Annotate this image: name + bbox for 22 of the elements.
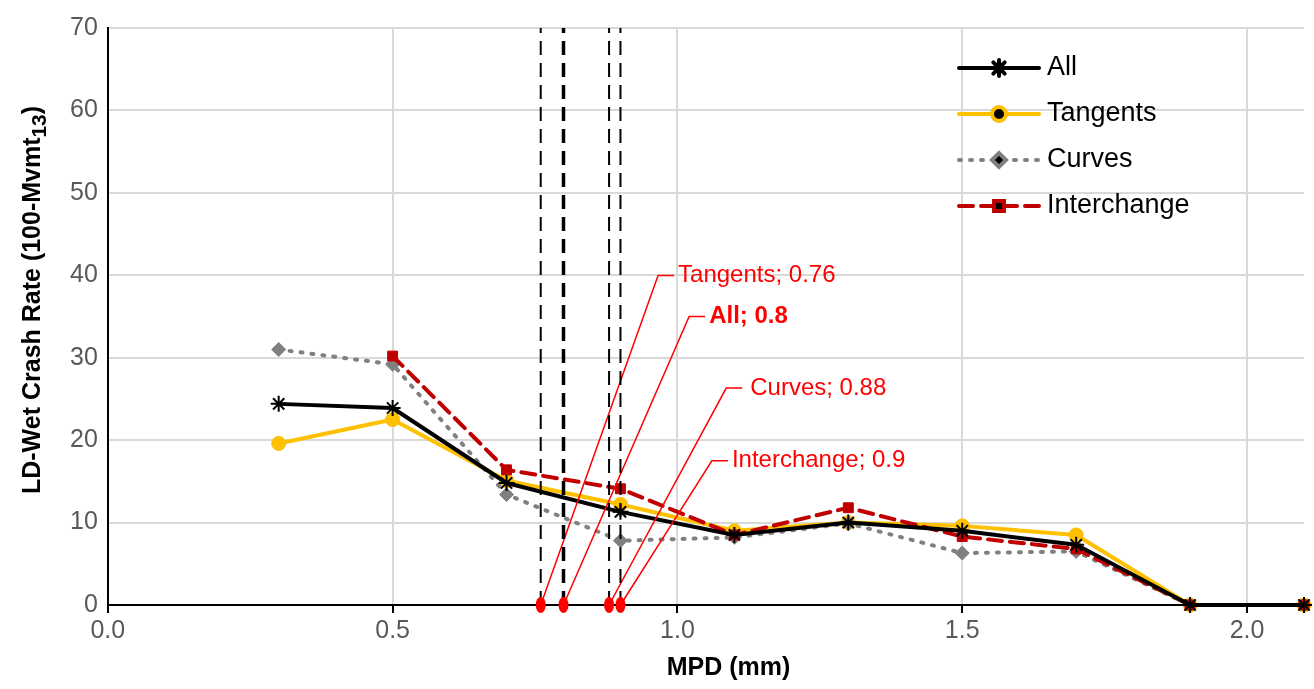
y-tick-label: 40	[70, 259, 98, 288]
ref-line-label: Tangents; 0.76	[678, 260, 836, 288]
x-tick-label: 2.0	[1229, 614, 1265, 643]
x-tick-label: 0.0	[90, 614, 126, 643]
x-tick-label: 1.5	[944, 614, 980, 643]
y-tick-label: 0	[83, 588, 98, 617]
y-tick-label: 60	[70, 94, 98, 123]
ref-line-label: Interchange; 0.9	[731, 445, 906, 473]
x-tick-label: 0.5	[375, 614, 410, 643]
y-tick-label: 10	[70, 506, 98, 535]
legend-label: Curves	[1047, 143, 1133, 174]
legend-label: All	[1047, 51, 1078, 82]
ref-line-label: All; 0.8	[709, 301, 788, 329]
y-tick-label: 20	[70, 424, 98, 453]
y-tick-label: 70	[70, 11, 98, 40]
y-tick-label: 30	[70, 341, 98, 370]
x-axis-title: MPD (mm)	[665, 652, 792, 681]
x-tick-label: 1.0	[660, 614, 695, 643]
legend-label: Interchange	[1047, 189, 1190, 220]
ref-line-label: Curves; 0.88	[750, 372, 887, 400]
y-tick-label: 50	[70, 176, 98, 205]
legend-label: Tangents	[1047, 97, 1157, 128]
